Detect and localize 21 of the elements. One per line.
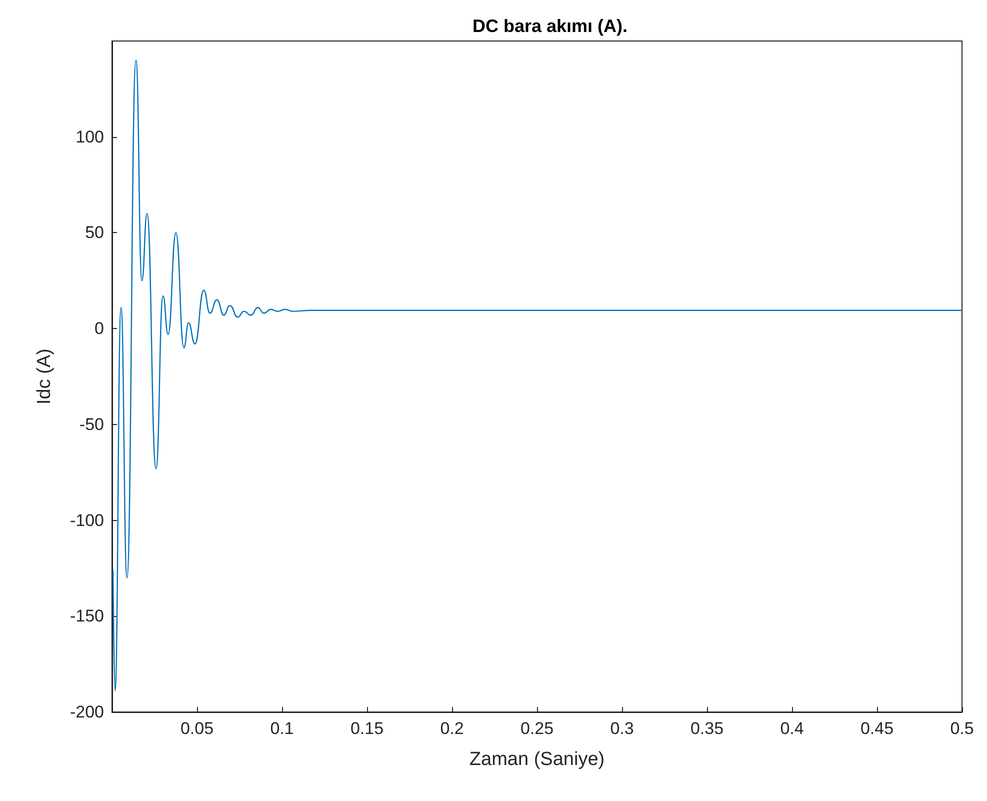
y-tick-label: -50 [79,414,104,434]
x-tick-label: 0.3 [610,719,634,738]
chart-title: DC bara akımı (A). [472,16,628,36]
y-tick-label: 0 [94,319,104,338]
x-axis-title: Zaman (Saniye) [469,749,605,770]
line-series [112,60,963,692]
x-tick-label: 0.5 [950,719,974,738]
x-tick-label: 0.2 [440,719,464,738]
y-tick-label: 50 [85,223,104,242]
x-tick-label: 0.1 [270,719,294,738]
y-axis-title: Idc (A) [34,348,55,404]
y-tick-label: -150 [70,606,104,626]
x-tick-label: 0.25 [520,719,554,738]
x-tick-label: 0.35 [690,719,724,738]
x-tick-label: 0.05 [180,719,214,738]
y-tick-label: 100 [76,127,104,146]
x-tick-label: 0.15 [350,719,384,738]
x-tick-label: 0.45 [860,719,894,738]
y-tick-label: -200 [70,702,104,722]
y-tick-label: -100 [70,510,104,530]
x-tick-label: 0.4 [780,719,804,738]
